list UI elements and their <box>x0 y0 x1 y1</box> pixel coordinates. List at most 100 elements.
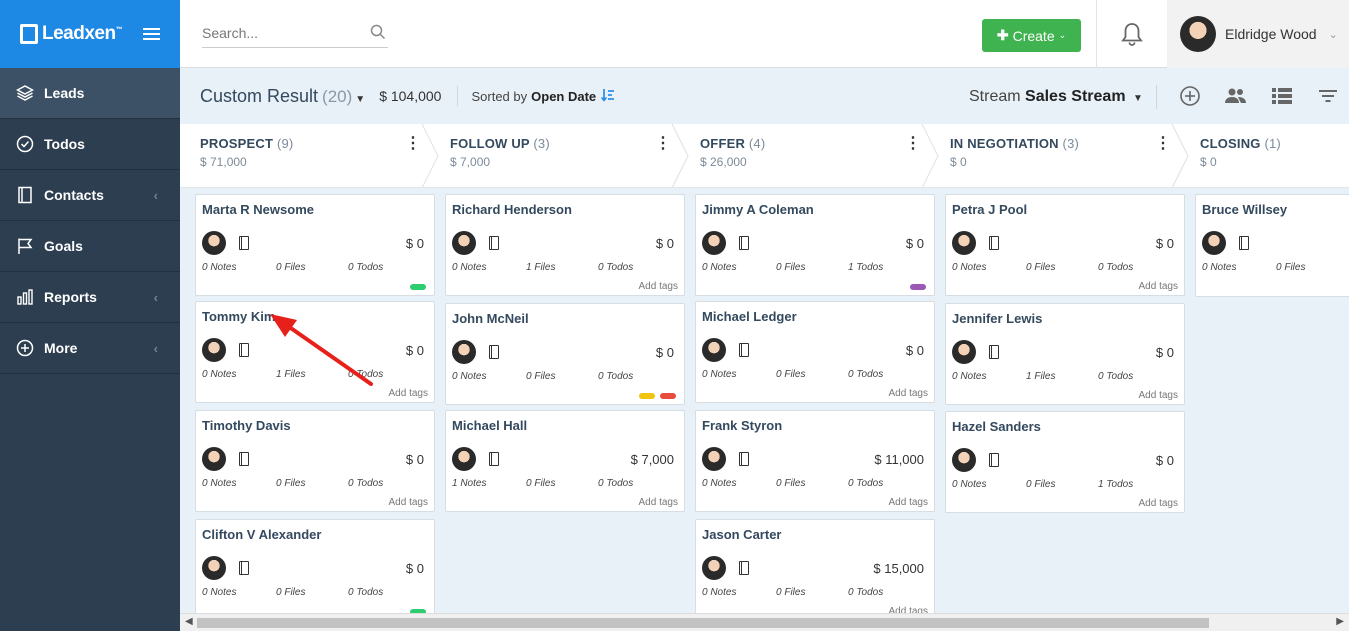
owner-avatar[interactable] <box>202 556 226 580</box>
tag-green[interactable] <box>410 609 426 613</box>
owner-avatar[interactable] <box>452 231 476 255</box>
lead-name[interactable]: John McNeil <box>452 311 529 326</box>
owner-avatar[interactable] <box>702 447 726 471</box>
add-circle-icon[interactable] <box>1178 84 1202 108</box>
lead-card[interactable]: Bruce Willsey 0 Notes 0 Files <box>1195 194 1349 297</box>
contact-book-icon[interactable] <box>989 345 999 359</box>
add-tags-link[interactable]: Add tags <box>888 606 928 613</box>
todos-count[interactable]: 0 Todos <box>848 369 884 380</box>
contact-book-icon[interactable] <box>739 343 749 357</box>
notes-count[interactable]: 0 Notes <box>952 479 987 490</box>
owner-avatar[interactable] <box>202 231 226 255</box>
lead-name[interactable]: Richard Henderson <box>452 202 572 217</box>
scroll-right-icon[interactable]: ▶ <box>1336 616 1344 627</box>
files-count[interactable]: 0 Files <box>776 478 806 489</box>
sidebar-item-reports[interactable]: Reports ‹ <box>0 272 180 323</box>
tag-yellow[interactable] <box>639 393 655 399</box>
horizontal-scrollbar[interactable]: ◀ ▶ <box>180 613 1349 631</box>
contact-book-icon[interactable] <box>989 236 999 250</box>
lead-card[interactable]: John McNeil $ 0 0 Notes 0 Files 0 Todos <box>445 303 685 405</box>
notes-count[interactable]: 0 Notes <box>952 371 987 382</box>
notes-count[interactable]: 0 Notes <box>202 587 237 598</box>
todos-count[interactable]: 0 Todos <box>348 478 384 489</box>
files-count[interactable]: 0 Files <box>1026 262 1056 273</box>
lead-card[interactable]: Timothy Davis $ 0 0 Notes 0 Files 0 Todos Add… <box>195 410 435 512</box>
brand-name[interactable]: Leadxen™ <box>42 23 123 44</box>
files-count[interactable]: 1 Files <box>1026 371 1056 382</box>
files-count[interactable]: 0 Files <box>276 587 306 598</box>
add-tags-link[interactable]: Add tags <box>1138 281 1178 292</box>
lead-card[interactable]: Hazel Sanders $ 0 0 Notes 0 Files 1 Todos Add… <box>945 411 1185 513</box>
lead-card[interactable]: Frank Styron $ 11,000 0 Notes 0 Files 0 Todo… <box>695 410 935 512</box>
lead-card[interactable]: Tommy Kim $ 0 0 Notes 1 Files 0 Todos Add tag… <box>195 301 435 403</box>
todos-count[interactable]: 0 Todos <box>598 371 634 382</box>
contact-book-icon[interactable] <box>489 452 499 466</box>
sidebar-item-leads[interactable]: Leads <box>0 68 180 119</box>
files-count[interactable]: 0 Files <box>276 262 306 273</box>
owner-avatar[interactable] <box>202 447 226 471</box>
owner-avatar[interactable] <box>952 448 976 472</box>
lead-name[interactable]: Michael Ledger <box>702 309 797 324</box>
lead-card[interactable]: Michael Ledger $ 0 0 Notes 0 Files 0 Todos Ad… <box>695 301 935 403</box>
create-button[interactable]: ✚ Create ⌄ <box>982 19 1081 52</box>
users-icon[interactable] <box>1224 84 1248 108</box>
lead-card[interactable]: Petra J Pool $ 0 0 Notes 0 Files 0 Todos Add … <box>945 194 1185 296</box>
sidebar-item-todos[interactable]: Todos <box>0 119 180 170</box>
list-view-icon[interactable] <box>1270 84 1294 108</box>
lead-name[interactable]: Jennifer Lewis <box>952 311 1043 326</box>
lead-card[interactable]: Jimmy A Coleman $ 0 0 Notes 0 Files 1 Todos <box>695 194 935 296</box>
notes-count[interactable]: 1 Notes <box>452 478 487 489</box>
lead-card[interactable]: Jason Carter $ 15,000 0 Notes 0 Files 0 Todo… <box>695 519 935 613</box>
add-tags-link[interactable]: Add tags <box>388 497 428 508</box>
files-count[interactable]: 0 Files <box>1276 262 1306 273</box>
contact-book-icon[interactable] <box>739 236 749 250</box>
todos-count[interactable]: 1 Todos <box>1098 479 1134 490</box>
sidebar-item-more[interactable]: More ‹ <box>0 323 180 374</box>
sidebar-item-contacts[interactable]: Contacts ‹ <box>0 170 180 221</box>
add-tags-link[interactable]: Add tags <box>1138 498 1178 509</box>
scroll-left-icon[interactable]: ◀ <box>185 616 193 627</box>
lead-name[interactable]: Petra J Pool <box>952 202 1028 217</box>
stage-follow-up[interactable]: FOLLOW UP (3) $ 7,000 ⋮ <box>430 124 680 187</box>
files-count[interactable]: 0 Files <box>776 369 806 380</box>
lead-name[interactable]: Jimmy A Coleman <box>702 202 814 217</box>
notes-count[interactable]: 0 Notes <box>452 371 487 382</box>
notes-count[interactable]: 0 Notes <box>952 262 987 273</box>
todos-count[interactable]: 0 Todos <box>1098 371 1134 382</box>
contact-book-icon[interactable] <box>239 452 249 466</box>
filter-icon[interactable] <box>1316 84 1340 108</box>
tag-green[interactable] <box>410 284 426 290</box>
lead-card[interactable]: Michael Hall $ 7,000 1 Notes 0 Files 0 Todos… <box>445 410 685 512</box>
more-options-icon[interactable]: ⋮ <box>905 135 921 152</box>
lead-card[interactable]: Jennifer Lewis $ 0 0 Notes 1 Files 0 Todos Ad… <box>945 303 1185 405</box>
user-menu[interactable]: Eldridge Wood ⌄ <box>1167 0 1349 68</box>
owner-avatar[interactable] <box>702 556 726 580</box>
owner-avatar[interactable] <box>452 340 476 364</box>
more-options-icon[interactable]: ⋮ <box>655 135 671 152</box>
owner-avatar[interactable] <box>202 338 226 362</box>
hamburger-menu-icon[interactable] <box>143 28 160 40</box>
notes-count[interactable]: 0 Notes <box>452 262 487 273</box>
files-count[interactable]: 0 Files <box>526 478 556 489</box>
todos-count[interactable]: 0 Todos <box>1098 262 1134 273</box>
notes-count[interactable]: 0 Notes <box>702 369 737 380</box>
contact-book-icon[interactable] <box>739 452 749 466</box>
owner-avatar[interactable] <box>952 340 976 364</box>
todos-count[interactable]: 0 Todos <box>598 262 634 273</box>
notes-count[interactable]: 0 Notes <box>702 478 737 489</box>
todos-count[interactable]: 0 Todos <box>848 478 884 489</box>
todos-count[interactable]: 0 Todos <box>598 478 634 489</box>
lead-name[interactable]: Timothy Davis <box>202 418 291 433</box>
lead-name[interactable]: Marta R Newsome <box>202 202 314 217</box>
search-input[interactable] <box>202 20 362 46</box>
contact-book-icon[interactable] <box>489 236 499 250</box>
owner-avatar[interactable] <box>1202 231 1226 255</box>
search-icon[interactable] <box>370 24 386 45</box>
stage-in-negotiation[interactable]: IN NEGOTIATION (3) $ 0 ⋮ <box>930 124 1180 187</box>
notes-count[interactable]: 0 Notes <box>202 369 237 380</box>
sort-value[interactable]: Open Date <box>531 88 597 104</box>
add-tags-link[interactable]: Add tags <box>888 497 928 508</box>
files-count[interactable]: 0 Files <box>276 478 306 489</box>
owner-avatar[interactable] <box>702 231 726 255</box>
contact-book-icon[interactable] <box>489 345 499 359</box>
